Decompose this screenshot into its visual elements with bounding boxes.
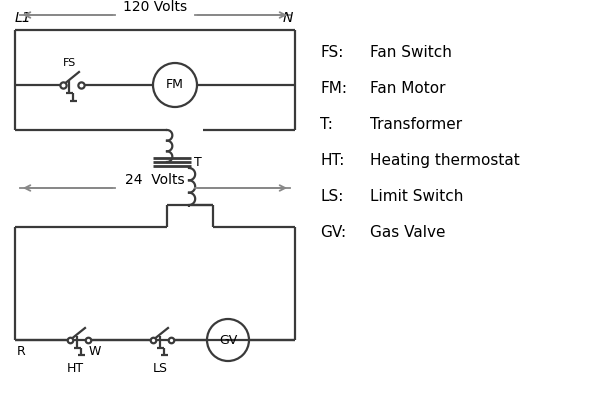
Text: FS: FS	[63, 58, 76, 68]
Text: Gas Valve: Gas Valve	[370, 225, 445, 240]
Text: GV:: GV:	[320, 225, 346, 240]
Text: FM:: FM:	[320, 81, 347, 96]
Text: 24  Volts: 24 Volts	[125, 173, 185, 187]
Text: W: W	[89, 345, 101, 358]
Text: N: N	[283, 11, 293, 25]
Text: FS:: FS:	[320, 45, 343, 60]
Text: Fan Switch: Fan Switch	[370, 45, 452, 60]
Text: R: R	[17, 345, 26, 358]
Text: GV: GV	[219, 334, 237, 346]
Text: T:: T:	[320, 117, 333, 132]
Text: Fan Motor: Fan Motor	[370, 81, 445, 96]
Text: HT:: HT:	[320, 153, 345, 168]
Text: T: T	[194, 156, 202, 168]
Text: Limit Switch: Limit Switch	[370, 189, 463, 204]
Text: Transformer: Transformer	[370, 117, 462, 132]
Text: Heating thermostat: Heating thermostat	[370, 153, 520, 168]
Text: LS:: LS:	[320, 189, 343, 204]
Text: L1: L1	[15, 11, 32, 25]
Text: FM: FM	[166, 78, 184, 92]
Text: HT: HT	[67, 362, 84, 375]
Text: LS: LS	[153, 362, 168, 375]
Text: 120 Volts: 120 Volts	[123, 0, 187, 14]
